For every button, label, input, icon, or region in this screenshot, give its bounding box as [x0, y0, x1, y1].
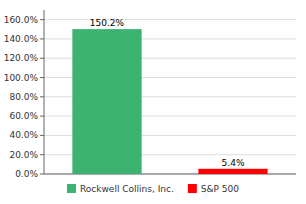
bar	[198, 169, 267, 174]
grid-line	[44, 19, 296, 20]
y-tick-label: 20.0%	[9, 150, 38, 160]
y-tick-label: 80.0%	[9, 92, 38, 102]
page: {"chart_data": {"type": "bar", "categori…	[0, 0, 306, 204]
tick-mark	[40, 174, 44, 175]
legend-label: Rockwell Collins, Inc.	[80, 184, 174, 194]
legend-label: S&P 500	[201, 184, 239, 194]
chart: 0.0% 20.0% 40.0% 60.0% 80.0% 100.0% 120.0% 140.…	[0, 0, 306, 204]
tick-mark	[40, 135, 44, 136]
legend-swatch	[188, 184, 197, 193]
y-tick-label: 120.0%	[4, 53, 39, 63]
tick-mark	[40, 58, 44, 59]
data-label: 5.4%	[222, 158, 245, 168]
y-tick-label: 160.0%	[4, 15, 39, 25]
tick-mark	[40, 154, 44, 155]
tick-mark	[40, 116, 44, 117]
legend: Rockwell Collins, Inc. S&P 500	[67, 184, 239, 194]
tick-mark	[40, 19, 44, 20]
y-axis	[44, 10, 45, 174]
tick-mark	[40, 77, 44, 78]
y-tick-label: 140.0%	[4, 34, 39, 44]
bar	[72, 29, 141, 174]
bars	[72, 29, 267, 174]
y-tick-label: 0.0%	[15, 169, 38, 179]
chart-container: 0.0% 20.0% 40.0% 60.0% 80.0% 100.0% 120.0% 140.…	[0, 0, 306, 204]
y-tick-label: 40.0%	[9, 130, 38, 140]
legend-swatch	[67, 184, 76, 193]
data-label: 150.2%	[90, 18, 125, 28]
y-tick-label: 100.0%	[4, 73, 39, 83]
y-tick-label: 60.0%	[9, 111, 38, 121]
tick-mark	[40, 38, 44, 39]
tick-mark	[40, 96, 44, 97]
